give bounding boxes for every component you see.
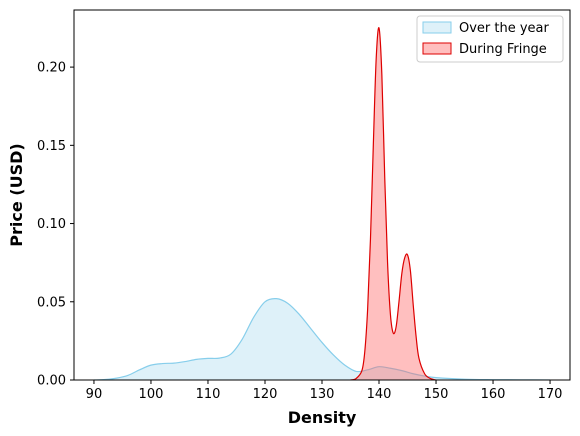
axes-frame	[73, 9, 571, 381]
series-area-over-the-year	[93, 298, 551, 380]
y-tick-label: 0.15	[37, 139, 66, 154]
legend-box	[416, 15, 564, 63]
x-tick-label: 140	[367, 387, 392, 402]
axis-ticks: 90 100 110 120 130 140 150 160 170 0.00 0.05 0.10 0.…	[37, 61, 562, 402]
legend-label-over-the-year: Over the year	[459, 21, 550, 36]
x-tick-label: 150	[424, 387, 449, 402]
y-tick-label: 0.05	[37, 295, 66, 310]
legend-swatch-during-fringe	[422, 42, 452, 55]
series-line-over-the-year	[93, 297, 551, 380]
plot-area	[93, 27, 551, 380]
x-tick-label: 110	[196, 387, 221, 402]
legend-label-during-fringe: During Fringe	[459, 42, 547, 57]
x-tick-label: 130	[310, 387, 335, 402]
legend-swatch-over-the-year	[422, 21, 452, 34]
x-tick-label: 100	[139, 387, 164, 402]
x-tick-label: 160	[481, 387, 506, 402]
series-area-during-fringe	[350, 27, 437, 380]
x-tick-label: 120	[253, 387, 278, 402]
x-tick-label: 90	[86, 387, 103, 402]
y-axis-title: Price (USD)	[7, 143, 26, 246]
y-tick-label: 0.10	[37, 217, 66, 232]
x-axis-title: Density	[288, 408, 357, 427]
x-tick-label: 170	[538, 387, 563, 402]
y-tick-label: 0.00	[37, 374, 66, 389]
legend: Over the year During Fringe	[416, 15, 564, 63]
series-line-during-fringe	[350, 27, 437, 380]
y-tick-label: 0.20	[37, 61, 66, 76]
